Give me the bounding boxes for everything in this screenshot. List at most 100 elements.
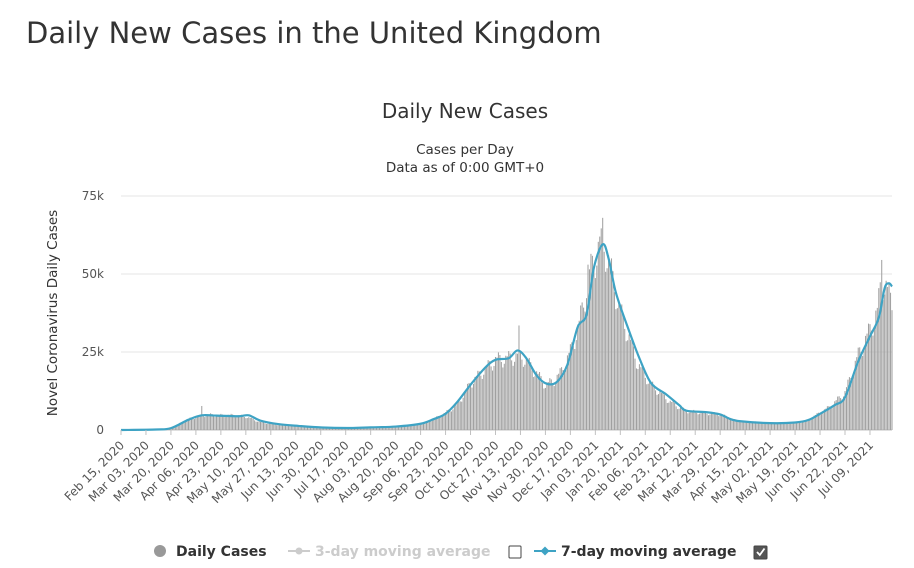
daily-case-bar [321,427,323,430]
daily-case-bar [891,310,893,430]
daily-case-bar [588,269,590,430]
daily-case-bar [274,424,276,430]
daily-case-bar [640,367,642,430]
daily-case-bar [759,423,761,430]
legend-7-day-average[interactable]: 7-day moving average [561,544,737,560]
y-axis-label: Novel Coronavirus Daily Cases [45,210,61,416]
daily-case-bar [302,426,304,430]
daily-case-bar [268,423,270,430]
daily-case-bar [373,427,375,430]
daily-case-bar [311,426,313,430]
daily-case-bar [242,415,244,430]
daily-case-bar [534,375,536,430]
daily-case-bar [587,264,589,430]
daily-case-bar [671,401,673,430]
daily-case-bar [603,251,605,430]
daily-case-bar [888,282,890,430]
daily-case-bar [706,413,708,430]
daily-case-bar [309,426,311,430]
daily-case-bar [712,413,714,430]
daily-case-bar [519,350,521,430]
daily-case-bar [337,428,339,430]
daily-case-bar [487,360,489,430]
daily-case-bar [518,325,520,430]
daily-case-bar [392,426,394,430]
daily-case-bar [492,370,494,430]
daily-case-bar [613,292,615,430]
daily-case-bar [885,280,887,430]
daily-case-bar [737,420,739,430]
daily-case-bar [816,412,818,430]
daily-case-bar [596,265,598,430]
daily-case-bar [327,428,329,430]
daily-case-bar [753,421,755,430]
daily-case-bar [198,416,200,430]
daily-case-bar [675,406,677,430]
daily-case-bar [323,427,325,430]
daily-case-bar [286,425,288,430]
daily-case-bar [865,335,867,430]
daily-case-bar [540,376,542,430]
daily-case-bar [638,364,640,430]
daily-case-bar [575,340,577,430]
daily-case-bar [610,258,613,430]
daily-case-bar [368,427,370,430]
daily-case-bar [396,426,398,430]
daily-case-bar [586,298,588,430]
daily-case-bar [237,415,239,430]
daily-case-bar [261,421,263,430]
daily-case-bar [403,425,405,430]
daily-case-bar [424,422,426,430]
daily-case-bar [252,418,254,430]
daily-case-bar [756,421,758,430]
daily-case-bar [437,415,439,430]
daily-case-bar [446,410,448,430]
daily-case-bar [324,427,326,430]
daily-case-bar [447,409,450,430]
daily-case-bar [597,241,599,430]
daily-case-bar [260,421,262,430]
daily-case-bar [751,421,753,430]
daily-case-bar [210,413,212,430]
daily-case-bar [583,307,585,430]
daily-case-bar [678,408,680,430]
daily-case-bar [289,425,291,430]
daily-case-bar [552,383,554,430]
daily-case-bar [530,362,532,430]
daily-case-bar [182,422,184,430]
daily-case-bar [815,414,817,430]
daily-case-bar [395,426,397,430]
daily-case-bar [415,423,417,430]
daily-case-bar [600,228,602,430]
daily-case-bar [246,418,248,430]
daily-case-bar [878,288,880,430]
daily-case-bar [716,414,718,430]
daily-case-bar [399,426,401,430]
avg3-checkbox[interactable] [508,545,522,559]
daily-case-bar [233,416,235,430]
daily-case-bar [687,413,689,430]
daily-case-bar [213,415,215,430]
daily-case-bar [423,422,425,430]
daily-case-bar [743,421,745,430]
daily-case-bar [835,400,837,430]
daily-case-bar [500,361,502,430]
daily-case-bar [544,387,546,430]
daily-case-bar [727,417,729,430]
daily-case-bar [362,427,364,430]
daily-case-bar [179,422,181,430]
daily-case-bar [834,401,836,430]
daily-case-bar [273,423,275,430]
daily-case-bar [199,414,201,430]
daily-case-bar [277,425,279,430]
daily-case-bar [489,361,491,430]
legend-daily-cases[interactable]: Daily Cases [176,544,267,560]
legend-3-day-average[interactable]: 3-day moving average [315,544,491,560]
avg7-checkbox[interactable] [753,545,768,560]
daily-case-bar [290,425,292,430]
daily-case-bar [240,414,242,430]
daily-case-bar [685,411,687,430]
daily-case-bar [594,278,596,430]
daily-case-bar [271,423,273,430]
daily-case-bar [371,427,373,430]
